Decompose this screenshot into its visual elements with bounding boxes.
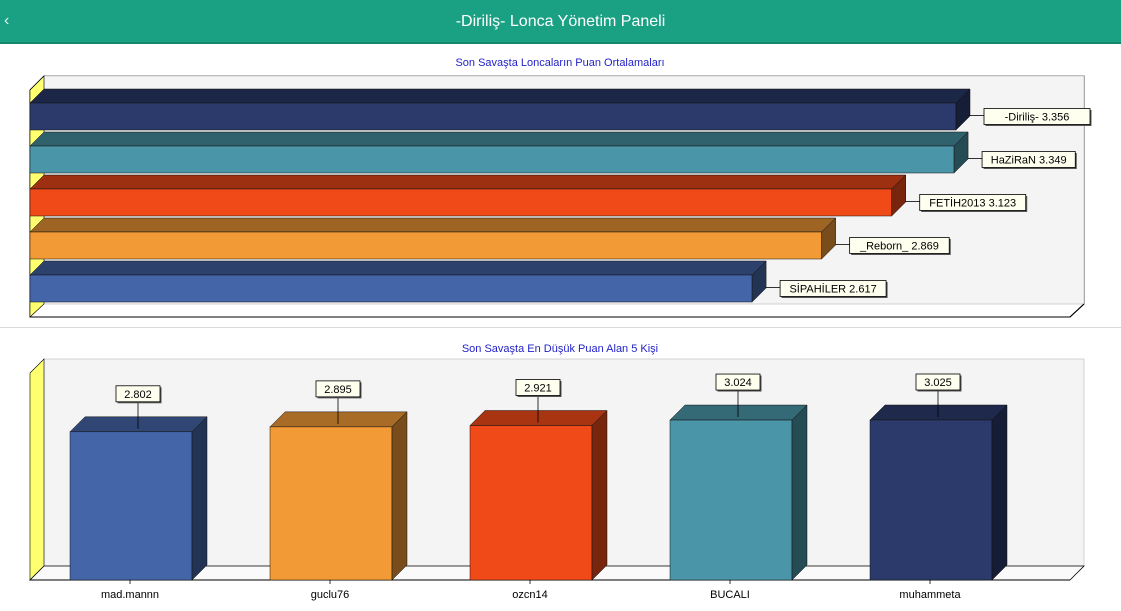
chart-title: Son Savaşta En Düşük Puan Alan 5 Kişi bbox=[462, 343, 658, 355]
data-label: SİPAHİLER 2.617 bbox=[789, 283, 876, 296]
x-tick-label: BUCALI bbox=[710, 589, 750, 601]
bar-top bbox=[29, 217, 837, 233]
bar-top bbox=[29, 260, 767, 276]
bar-top bbox=[29, 88, 971, 104]
chevron-left-icon[interactable]: ‹ bbox=[4, 12, 10, 29]
bar-side bbox=[953, 131, 969, 174]
bar-top bbox=[669, 404, 808, 421]
data-label: 3.024 bbox=[724, 377, 752, 389]
bar-top bbox=[69, 416, 208, 433]
bar bbox=[669, 419, 793, 581]
data-label: _Reborn_ 2.869 bbox=[859, 241, 939, 253]
axis-line bbox=[1069, 303, 1085, 318]
bar bbox=[469, 425, 593, 581]
lowest-scores-chart: Son Savaşta En Düşük Puan Alan 5 Kişi 2.8… bbox=[29, 343, 1085, 601]
axis-wall bbox=[29, 358, 45, 581]
bar-side bbox=[821, 217, 836, 260]
bar bbox=[869, 419, 993, 581]
bar bbox=[269, 426, 393, 581]
data-label-box bbox=[983, 108, 1091, 125]
data-label-box bbox=[981, 151, 1076, 168]
bar bbox=[29, 231, 822, 260]
bar bbox=[29, 188, 892, 217]
bar bbox=[69, 431, 193, 581]
x-tick-label: mad.mannn bbox=[101, 589, 159, 601]
data-label-box bbox=[115, 385, 161, 403]
bar-side bbox=[191, 416, 208, 581]
data-label-box bbox=[315, 380, 361, 398]
bar-top bbox=[469, 410, 608, 426]
bar-side bbox=[891, 174, 906, 217]
bar-side bbox=[791, 404, 808, 581]
bar-top bbox=[29, 131, 969, 147]
guild-averages-chart: Son Savaşta Loncaların Puan Ortalamaları… bbox=[29, 57, 1092, 318]
data-label: 3.025 bbox=[924, 377, 952, 389]
data-label-box bbox=[919, 194, 1027, 211]
data-label: 2.895 bbox=[324, 384, 352, 396]
page-title: -Diriliş- Lonca Yönetim Paneli bbox=[455, 13, 666, 30]
bar-top bbox=[269, 411, 408, 428]
data-label-box bbox=[715, 373, 761, 391]
app-header: ‹ -Diriliş- Lonca Yönetim Paneli bbox=[0, 0, 1121, 44]
section-divider bbox=[0, 327, 1121, 328]
data-label-box bbox=[515, 379, 561, 396]
bar-side bbox=[391, 411, 408, 581]
bar-top bbox=[869, 404, 1008, 421]
x-tick-label: ozcn14 bbox=[512, 589, 547, 601]
data-label: HaZiRaN 3.349 bbox=[991, 155, 1067, 167]
bar-side bbox=[751, 260, 767, 303]
data-label: -Diriliş- 3.356 bbox=[1005, 112, 1070, 124]
data-label: FETİH2013 3.123 bbox=[929, 197, 1016, 210]
data-label-box bbox=[779, 280, 887, 297]
bar-side bbox=[991, 404, 1008, 581]
x-tick-label: guclu76 bbox=[311, 589, 350, 601]
chart-title: Son Savaşta Loncaların Puan Ortalamaları bbox=[455, 57, 664, 69]
x-tick-label: muhammeta bbox=[899, 589, 961, 601]
data-label: 2.802 bbox=[124, 389, 152, 401]
bar bbox=[29, 145, 955, 174]
data-label-box bbox=[915, 373, 961, 391]
bar-top bbox=[29, 174, 907, 190]
data-label-box bbox=[849, 237, 950, 254]
bar bbox=[29, 274, 753, 303]
bar bbox=[29, 102, 957, 131]
bar-side bbox=[955, 88, 971, 131]
bar-side bbox=[591, 409, 608, 581]
data-label: 2.921 bbox=[524, 383, 552, 395]
